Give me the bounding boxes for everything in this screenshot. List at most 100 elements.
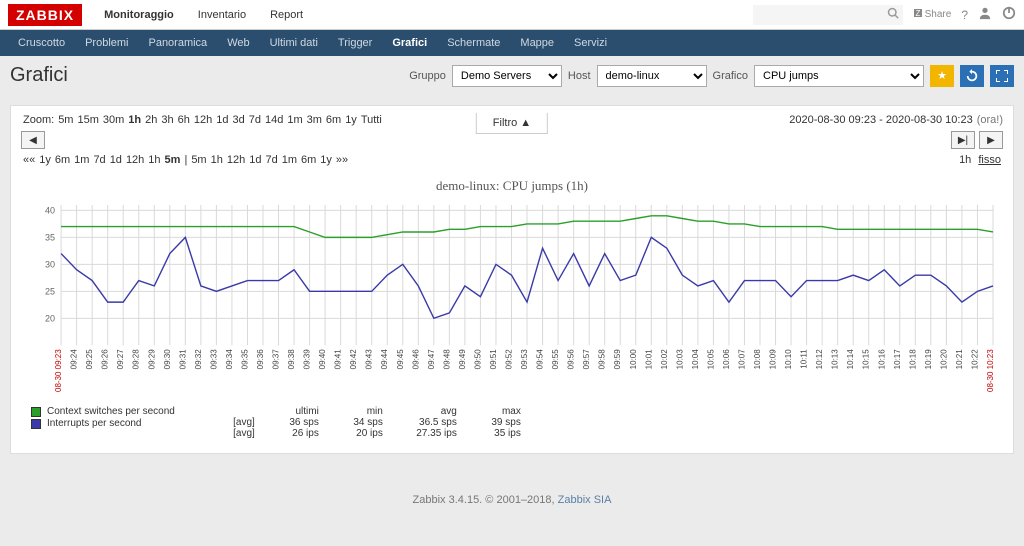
favorite-button[interactable]: ★ (930, 65, 954, 87)
top-menu-item-inventario[interactable]: Inventario (186, 1, 258, 29)
zoom-15m[interactable]: 15m (77, 114, 98, 126)
timenav-14[interactable]: 7d (265, 154, 277, 166)
timenav-13[interactable]: 1d (249, 154, 261, 166)
svg-text:10:06: 10:06 (722, 349, 731, 370)
svg-text:10:22: 10:22 (970, 349, 979, 370)
zoom-1m[interactable]: 1m (287, 114, 302, 126)
sub-nav-item-web[interactable]: Web (217, 31, 259, 55)
zoom-Tutti[interactable]: Tutti (361, 114, 382, 126)
svg-text:30: 30 (45, 259, 55, 269)
svg-text:10:11: 10:11 (800, 349, 809, 369)
svg-text:09:47: 09:47 (427, 349, 436, 370)
timenav-9: | (184, 154, 187, 166)
top-menu-item-report[interactable]: Report (258, 1, 315, 29)
zoom-30m[interactable]: 30m (103, 114, 124, 126)
timenav-16[interactable]: 6m (301, 154, 316, 166)
sub-nav-item-trigger[interactable]: Trigger (328, 31, 382, 55)
svg-text:09:45: 09:45 (396, 349, 405, 370)
sub-nav-item-mappe[interactable]: Mappe (510, 31, 564, 55)
timenav-5[interactable]: 1d (110, 154, 122, 166)
sub-nav-item-panoramica[interactable]: Panoramica (138, 31, 217, 55)
sub-nav-item-cruscotto[interactable]: Cruscotto (8, 31, 75, 55)
svg-text:09:26: 09:26 (101, 349, 110, 370)
filter-group-select[interactable]: Demo Servers (452, 65, 562, 87)
zoom-3h[interactable]: 3h (161, 114, 173, 126)
share-link[interactable]: Z Share (913, 8, 952, 21)
svg-text:10:14: 10:14 (846, 349, 855, 370)
timenav-8[interactable]: 5m (165, 154, 181, 166)
user-icon[interactable] (978, 6, 992, 23)
zoom-1h[interactable]: 1h (128, 114, 141, 126)
svg-text:Z: Z (915, 9, 920, 18)
page-title: Grafici (10, 64, 409, 87)
search-icon[interactable] (887, 7, 899, 22)
time-range-now: (ora!) (977, 114, 1003, 126)
timenav-18[interactable]: »» (336, 154, 348, 166)
nav-back-button[interactable]: ◀ (21, 131, 45, 149)
timenav-6[interactable]: 12h (126, 154, 144, 166)
zoom-1d[interactable]: 1d (216, 114, 228, 126)
zoom-3m[interactable]: 3m (307, 114, 322, 126)
svg-text:09:40: 09:40 (318, 349, 327, 370)
legend-item-lb: Interrupts per second (31, 418, 175, 429)
timenav-0[interactable]: «« (23, 154, 35, 166)
filter-host-select[interactable]: demo-linux (597, 65, 707, 87)
sub-nav-item-servizi[interactable]: Servizi (564, 31, 617, 55)
svg-text:09:34: 09:34 (225, 349, 234, 370)
svg-text:09:52: 09:52 (504, 349, 513, 370)
timenav-12[interactable]: 12h (227, 154, 245, 166)
fixed-fisso[interactable]: fisso (978, 154, 1001, 166)
zoom-links: Zoom:5m15m30m1h2h3h6h12h1d3d7d14d1m3m6m1… (21, 114, 384, 126)
sub-nav-item-grafici[interactable]: Grafici (382, 31, 437, 55)
fixed-1h[interactable]: 1h (959, 154, 971, 166)
footer-link[interactable]: Zabbix SIA (558, 494, 612, 506)
svg-text:10:07: 10:07 (737, 349, 746, 370)
power-icon[interactable] (1002, 6, 1016, 23)
timenav-10[interactable]: 5m (191, 154, 206, 166)
timenav-2[interactable]: 6m (55, 154, 70, 166)
sub-nav-item-schermate[interactable]: Schermate (437, 31, 510, 55)
svg-text:10:19: 10:19 (924, 349, 933, 370)
fullscreen-button[interactable] (990, 65, 1014, 87)
refresh-button[interactable] (960, 65, 984, 87)
timenav-11[interactable]: 1h (211, 154, 223, 166)
zoom-7d[interactable]: 7d (249, 114, 261, 126)
svg-text:09:58: 09:58 (598, 349, 607, 370)
timenav-3[interactable]: 1m (74, 154, 89, 166)
zoom-12h[interactable]: 12h (194, 114, 212, 126)
zoom-2h[interactable]: 2h (145, 114, 157, 126)
svg-text:10:12: 10:12 (815, 349, 824, 370)
filter-graph-select[interactable]: CPU jumps (754, 65, 924, 87)
logo[interactable]: ZABBIX (8, 4, 82, 26)
legend-val-ultimi: 36 sps (259, 417, 319, 428)
filter-tab[interactable]: Filtro ▲ (476, 113, 548, 134)
timenav-15[interactable]: 1m (282, 154, 297, 166)
legend-hdr-ultimi: ultimi (259, 406, 319, 417)
search-input[interactable] (753, 5, 903, 25)
timenav-1[interactable]: 1y (39, 154, 51, 166)
svg-text:09:55: 09:55 (551, 349, 560, 370)
svg-text:10:01: 10:01 (644, 349, 653, 370)
zoom-3d[interactable]: 3d (232, 114, 244, 126)
sub-nav-item-problemi[interactable]: Problemi (75, 31, 138, 55)
nav-fwd-button[interactable]: ▶ (979, 131, 1003, 149)
sub-nav-item-ultimi-dati[interactable]: Ultimi dati (260, 31, 328, 55)
top-menu-item-monitoraggio[interactable]: Monitoraggio (92, 1, 186, 29)
svg-text:09:30: 09:30 (163, 349, 172, 370)
timenav-4[interactable]: 7d (93, 154, 105, 166)
svg-text:10:02: 10:02 (660, 349, 669, 370)
zoom-14d[interactable]: 14d (265, 114, 283, 126)
timenav-7[interactable]: 1h (148, 154, 160, 166)
svg-text:09:49: 09:49 (458, 349, 467, 370)
zoom-6h[interactable]: 6h (178, 114, 190, 126)
legend-val-agg: [avg] (205, 417, 255, 428)
help-icon[interactable]: ? (961, 8, 968, 22)
nav-end-button[interactable]: ▶| (951, 131, 975, 149)
legend-name: Context switches per second (47, 406, 175, 417)
timenav-17[interactable]: 1y (320, 154, 332, 166)
zoom-5m[interactable]: 5m (58, 114, 73, 126)
zoom-1y[interactable]: 1y (345, 114, 357, 126)
main-panel: Filtro ▲ Zoom:5m15m30m1h2h3h6h12h1d3d7d1… (10, 105, 1014, 454)
legend-hdr-min: min (323, 406, 383, 417)
zoom-6m[interactable]: 6m (326, 114, 341, 126)
